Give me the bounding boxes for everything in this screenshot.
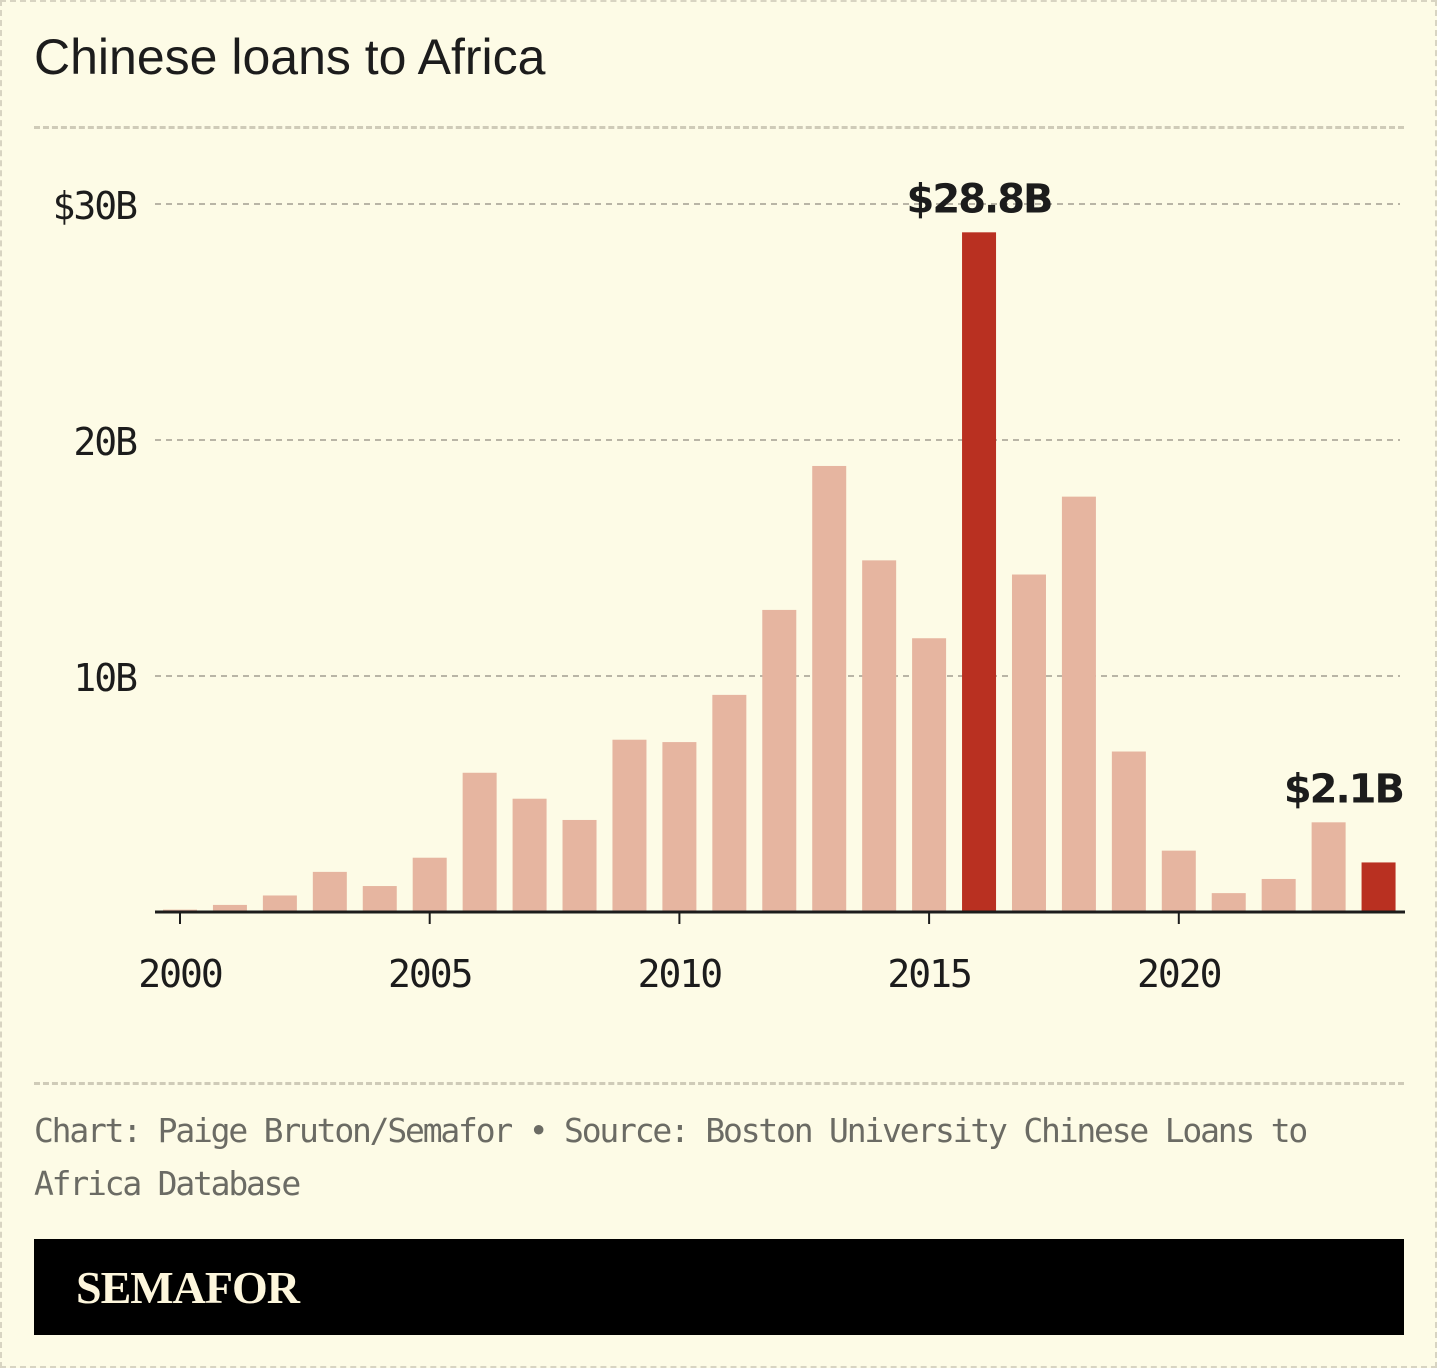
x-axis: 2000 2005 2010 2015 2020 xyxy=(138,910,1405,996)
bar-2011 xyxy=(712,694,747,912)
bar-2004 xyxy=(362,886,397,912)
bar-2007 xyxy=(512,798,547,912)
annotations: $28.8B $2.1B xyxy=(907,176,1405,812)
annotation-label-2016: $28.8B xyxy=(907,176,1052,222)
y-tick-label: $30B xyxy=(52,184,137,228)
bar-2005 xyxy=(412,857,447,912)
bar-2014 xyxy=(862,560,897,912)
x-tick-label: 2005 xyxy=(388,952,472,996)
bar-2024 xyxy=(1361,862,1396,912)
bar-2008 xyxy=(562,819,597,912)
x-tick-label: 2000 xyxy=(138,952,222,996)
x-tick-label: 2010 xyxy=(638,952,722,996)
brand-logo: SEMAFOR xyxy=(76,1262,300,1313)
bar-2015 xyxy=(912,638,947,912)
bottom-divider xyxy=(34,1082,1404,1085)
bar-2021 xyxy=(1211,893,1246,912)
bar-2023 xyxy=(1311,822,1346,912)
footer-bar: SEMAFOR xyxy=(34,1239,1404,1335)
bar-2016 xyxy=(962,232,997,912)
y-axis-ticks: 10B 20B $30B xyxy=(52,184,139,700)
bar-2012 xyxy=(762,609,797,912)
x-tick-label: 2015 xyxy=(887,952,971,996)
bar-2010 xyxy=(662,742,697,912)
grid-lines xyxy=(155,203,1400,677)
bar-2022 xyxy=(1261,878,1296,912)
bar-2019 xyxy=(1111,751,1146,912)
bar-2013 xyxy=(812,465,847,912)
chart-title: Chinese loans to Africa xyxy=(34,29,546,85)
y-tick-label: 10B xyxy=(73,656,137,700)
top-divider xyxy=(34,126,1404,129)
x-tick-label: 2020 xyxy=(1137,952,1221,996)
bar-2018 xyxy=(1061,496,1096,912)
annotation-label-2024: $2.1B xyxy=(1284,766,1403,812)
bar-2002 xyxy=(262,895,297,912)
y-tick-label: 20B xyxy=(73,420,137,464)
bar-2020 xyxy=(1161,850,1196,912)
bar-2017 xyxy=(1011,574,1046,912)
bar-2001 xyxy=(212,904,247,912)
bar-2009 xyxy=(612,739,647,912)
bars xyxy=(163,232,1396,912)
source-note: Chart: Paige Bruton/Semafor • Source: Bo… xyxy=(34,1111,1308,1203)
bar-2003 xyxy=(312,871,347,912)
bar-2006 xyxy=(462,772,497,912)
